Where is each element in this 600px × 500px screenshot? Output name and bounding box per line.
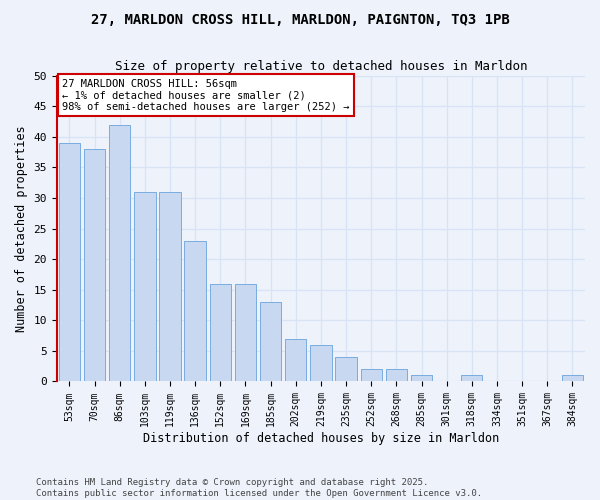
Bar (386, 369, 407, 382)
Title: Size of property relative to detached houses in Marldon: Size of property relative to detached ho… (115, 60, 527, 73)
Bar (310, 345, 332, 382)
Bar (260, 302, 281, 382)
Text: 27 MARLDON CROSS HILL: 56sqm
← 1% of detached houses are smaller (2)
98% of semi: 27 MARLDON CROSS HILL: 56sqm ← 1% of det… (62, 78, 350, 112)
Bar (335, 357, 357, 382)
Bar (235, 284, 256, 382)
Bar (84, 149, 105, 382)
Bar (285, 338, 307, 382)
Bar (184, 241, 206, 382)
Text: 27, MARLDON CROSS HILL, MARLDON, PAIGNTON, TQ3 1PB: 27, MARLDON CROSS HILL, MARLDON, PAIGNTO… (91, 12, 509, 26)
Bar (134, 192, 155, 382)
Bar (159, 192, 181, 382)
Bar (109, 124, 130, 382)
Bar (209, 284, 231, 382)
Y-axis label: Number of detached properties: Number of detached properties (15, 125, 28, 332)
Bar (361, 369, 382, 382)
Bar (411, 376, 432, 382)
X-axis label: Distribution of detached houses by size in Marldon: Distribution of detached houses by size … (143, 432, 499, 445)
Bar (461, 376, 482, 382)
Bar (562, 376, 583, 382)
Bar (59, 143, 80, 382)
Text: Contains HM Land Registry data © Crown copyright and database right 2025.
Contai: Contains HM Land Registry data © Crown c… (36, 478, 482, 498)
